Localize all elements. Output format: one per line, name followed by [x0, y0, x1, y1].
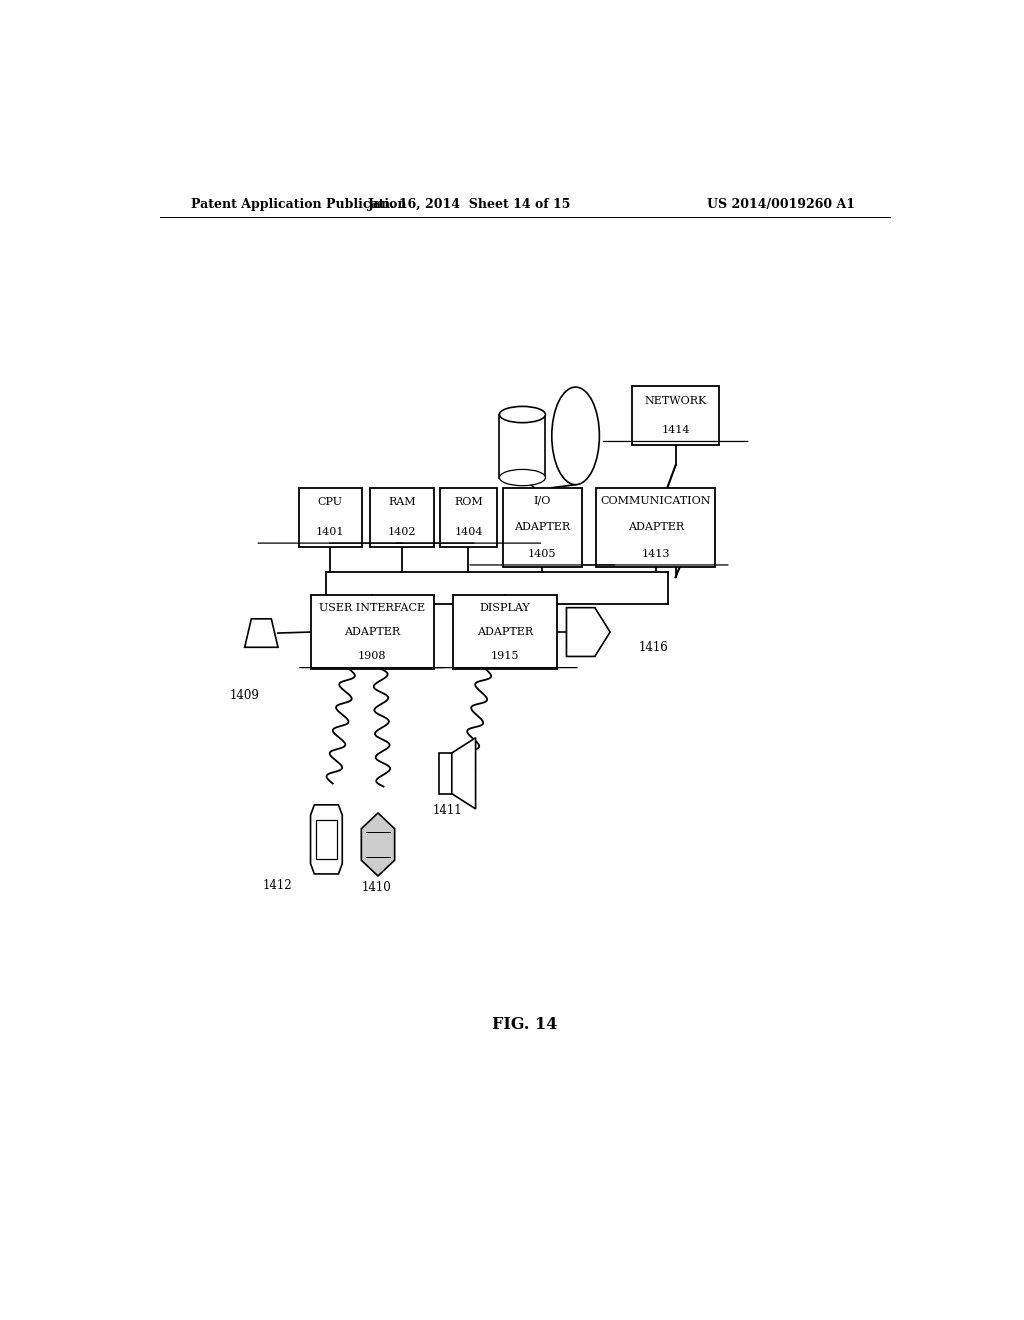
Text: 1915: 1915 — [490, 652, 519, 661]
Ellipse shape — [552, 387, 599, 484]
Text: 1405: 1405 — [528, 549, 556, 558]
FancyBboxPatch shape — [299, 487, 362, 546]
Text: Jan. 16, 2014  Sheet 14 of 15: Jan. 16, 2014 Sheet 14 of 15 — [368, 198, 571, 211]
Text: 1402: 1402 — [387, 527, 416, 537]
Polygon shape — [245, 619, 278, 647]
Text: Patent Application Publication: Patent Application Publication — [191, 198, 407, 211]
FancyBboxPatch shape — [440, 487, 497, 546]
Text: I/O: I/O — [534, 496, 551, 506]
FancyBboxPatch shape — [316, 820, 337, 859]
Text: ADAPTER: ADAPTER — [514, 523, 570, 532]
Polygon shape — [452, 738, 475, 809]
Text: 1414: 1414 — [662, 425, 690, 436]
FancyBboxPatch shape — [500, 414, 546, 478]
Text: ROM: ROM — [454, 498, 483, 507]
Polygon shape — [361, 813, 394, 876]
Text: DISPLAY: DISPLAY — [479, 603, 530, 612]
FancyBboxPatch shape — [370, 487, 433, 546]
FancyBboxPatch shape — [632, 385, 719, 445]
Text: 1413: 1413 — [641, 549, 670, 558]
FancyBboxPatch shape — [439, 752, 452, 793]
Text: ADAPTER: ADAPTER — [628, 523, 684, 532]
Text: 1416: 1416 — [638, 640, 668, 653]
FancyBboxPatch shape — [596, 487, 715, 568]
Text: COMMUNICATION: COMMUNICATION — [600, 496, 711, 506]
Text: 1908: 1908 — [357, 652, 386, 661]
Text: NETWORK: NETWORK — [644, 396, 707, 405]
Text: ADAPTER: ADAPTER — [477, 627, 534, 638]
FancyBboxPatch shape — [310, 595, 433, 669]
Text: 1410: 1410 — [362, 880, 392, 894]
Text: 1409: 1409 — [229, 689, 259, 701]
Text: CPU: CPU — [317, 498, 343, 507]
Text: 1411: 1411 — [433, 804, 463, 817]
Text: US 2014/0019260 A1: US 2014/0019260 A1 — [708, 198, 855, 211]
Text: 1412: 1412 — [263, 879, 293, 891]
Text: ADAPTER: ADAPTER — [344, 627, 400, 638]
Ellipse shape — [500, 470, 546, 486]
Text: USER INTERFACE: USER INTERFACE — [318, 603, 425, 612]
Ellipse shape — [500, 407, 546, 422]
Text: FIG. 14: FIG. 14 — [493, 1016, 557, 1032]
Polygon shape — [310, 805, 342, 874]
FancyBboxPatch shape — [503, 487, 582, 568]
FancyBboxPatch shape — [454, 595, 557, 669]
Text: 1401: 1401 — [316, 527, 345, 537]
Text: 1404: 1404 — [455, 527, 482, 537]
Polygon shape — [566, 607, 610, 656]
Text: RAM: RAM — [388, 498, 416, 507]
